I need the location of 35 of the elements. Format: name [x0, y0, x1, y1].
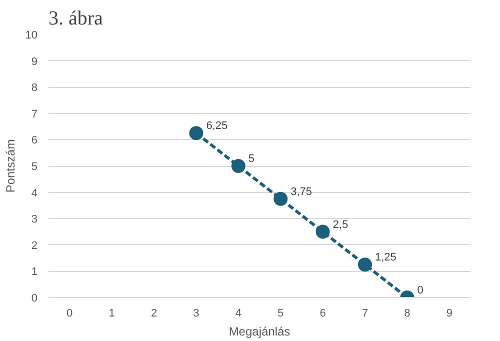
- y-tick-label: 5: [31, 161, 38, 173]
- y-tick-label: 9: [31, 56, 38, 68]
- data-label: 0: [417, 284, 424, 296]
- point: [358, 258, 372, 272]
- data-label: 5: [248, 153, 255, 165]
- y-tick-label: 10: [25, 30, 38, 42]
- x-tick-label: 2: [150, 308, 158, 320]
- point: [316, 224, 330, 239]
- x-tick-label: 7: [362, 308, 368, 320]
- point: [189, 126, 204, 140]
- x-tick-label: 0: [66, 308, 73, 320]
- data-label: 6,25: [206, 120, 228, 132]
- y-tick-label: 0: [31, 292, 38, 304]
- data-label: 2,5: [332, 218, 348, 231]
- x-tick-label: 6: [320, 308, 326, 320]
- y-tick-label: 4: [31, 187, 38, 200]
- y-tick-label: 6: [31, 134, 38, 147]
- x-tick-label: 5: [278, 308, 284, 320]
- x-tick-label: 1: [108, 308, 115, 320]
- data-label: 1,25: [375, 252, 396, 264]
- y-tick-label: 2: [31, 240, 38, 252]
- data-label: 3,75: [290, 186, 312, 198]
- x-tick-label: 8: [404, 308, 410, 320]
- x-tick-label: 4: [235, 308, 242, 320]
- y-tick-label: 7: [31, 108, 38, 120]
- x-tick-label: 9: [446, 308, 452, 320]
- x-tick-label: 3: [193, 308, 200, 320]
- x-axis-title: Megajánlás: [228, 324, 290, 338]
- y-axis-title: Pontszám: [3, 139, 18, 193]
- point: [274, 192, 288, 206]
- y-tick-label: 3: [31, 214, 38, 226]
- point: [231, 159, 246, 173]
- y-tick-label: 8: [31, 82, 38, 94]
- y-tick-label: 1: [31, 266, 38, 278]
- chart-title: 3. ábra: [48, 8, 104, 30]
